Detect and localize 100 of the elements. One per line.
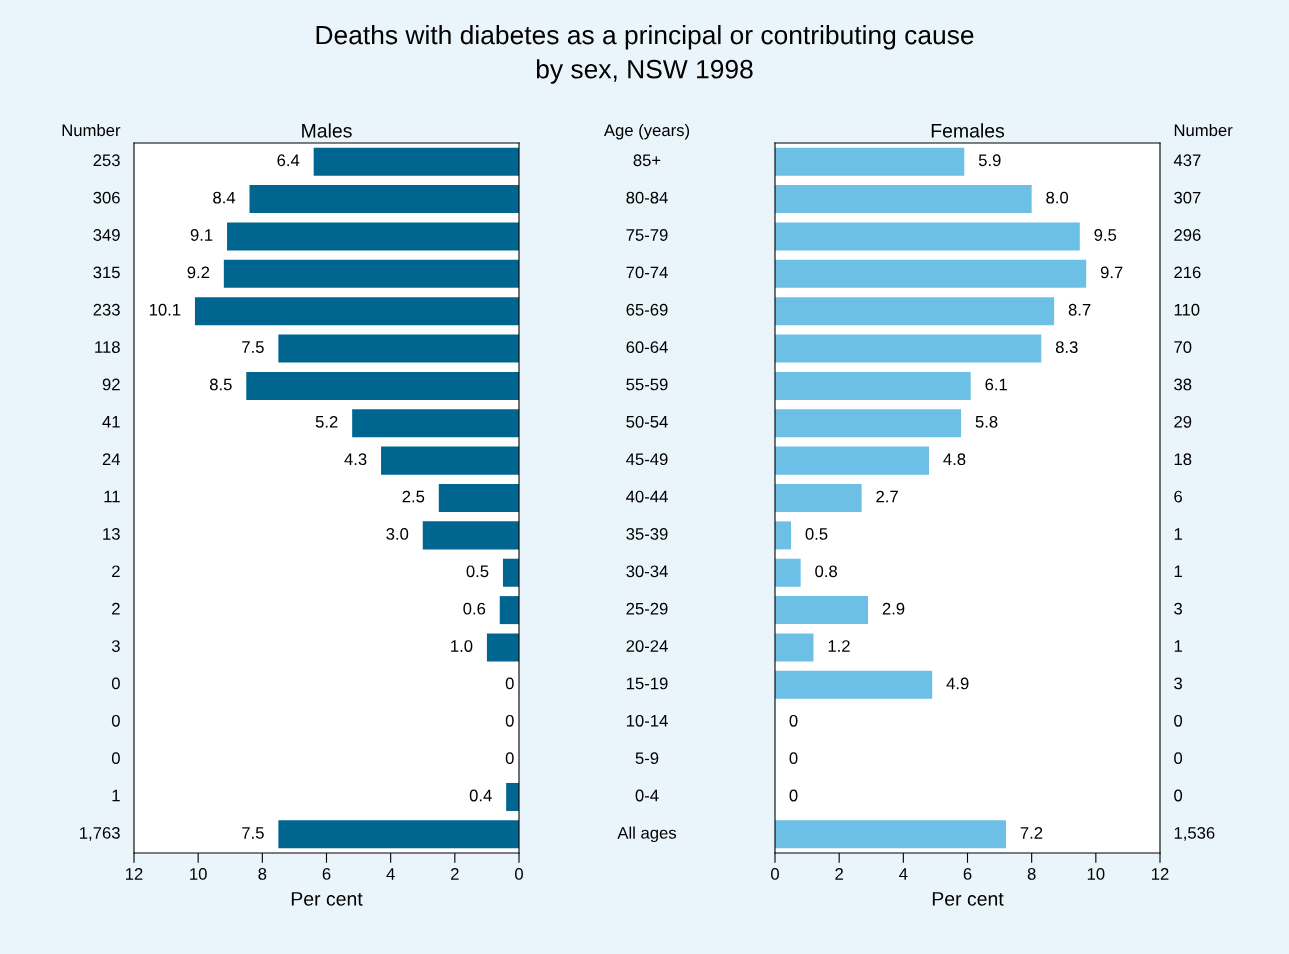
chart-subtitle: Males	[302, 123, 352, 138]
bar	[227, 222, 519, 251]
data-label: 9.2	[187, 266, 210, 279]
x-tick-label: 6	[322, 868, 331, 880]
x-tick-label: 6	[963, 868, 972, 880]
y-tick-label: 20-24	[626, 640, 668, 652]
bar	[775, 409, 962, 438]
text: 118	[95, 341, 120, 353]
bar	[775, 371, 971, 400]
bar	[249, 185, 519, 214]
text: Number	[1174, 123, 1233, 137]
x-tick-label: 0	[515, 868, 523, 880]
bar	[775, 596, 869, 625]
text: 0	[1174, 714, 1183, 727]
bar	[775, 558, 801, 587]
data-label: 0	[789, 789, 798, 802]
data-label: 3.0	[386, 528, 409, 540]
data-label: 7.5	[242, 341, 264, 353]
data-label: 0.5	[466, 565, 489, 578]
data-label: 9.1	[190, 229, 213, 241]
chart-subtitle: Females	[931, 123, 1005, 138]
y-tick-label: 0-4	[635, 789, 659, 802]
bar	[422, 521, 519, 550]
data-label: 0.4	[469, 789, 492, 802]
text: 315	[93, 266, 120, 279]
data-label: 2.7	[876, 490, 898, 503]
text: 110	[1174, 303, 1200, 316]
text: 3	[1174, 602, 1183, 615]
text: 2	[112, 565, 120, 578]
y-tick-label: 15-19	[626, 677, 668, 690]
data-label: 4.3	[344, 453, 367, 466]
text: 0	[1174, 752, 1183, 765]
text: 0	[111, 752, 120, 765]
bar	[775, 820, 1006, 849]
bar	[775, 222, 1080, 251]
text: Age (years)	[603, 123, 690, 140]
bar	[775, 446, 929, 475]
data-label: 2.5	[402, 490, 425, 503]
bar	[486, 633, 519, 662]
x-tick-label: 8	[1027, 868, 1036, 880]
text: 306	[93, 191, 120, 204]
text: 307	[1174, 191, 1201, 204]
text: 92	[102, 378, 120, 391]
x-tick-label: 12	[1152, 868, 1169, 880]
text: 13	[103, 528, 120, 540]
bar	[506, 782, 519, 811]
x-tick-label: 8	[258, 868, 267, 880]
data-label: 9.5	[1094, 229, 1117, 241]
data-label: 0	[789, 714, 798, 727]
data-label: 8.5	[209, 378, 232, 391]
text: 233	[93, 303, 120, 316]
y-tick-label: 5-9	[635, 752, 659, 765]
bar	[278, 820, 519, 849]
bar	[775, 147, 965, 176]
bar	[381, 446, 519, 475]
y-tick-label: 10-14	[626, 714, 668, 727]
text: 24	[102, 453, 121, 465]
data-label: 6.4	[277, 154, 300, 167]
data-label: 0	[505, 677, 514, 690]
data-label: 5.9	[978, 154, 1001, 167]
data-label: 10.1	[149, 303, 181, 316]
x-tick-label: 4	[899, 868, 908, 880]
y-tick-label: 45-49	[626, 453, 668, 466]
y-tick-label: 75-79	[626, 229, 668, 241]
bar	[223, 259, 519, 288]
data-label: 4.8	[943, 453, 966, 466]
text: 437	[1173, 154, 1201, 167]
x-axis-title: Per cent	[291, 892, 363, 906]
bar	[502, 558, 519, 587]
text: 3	[1174, 677, 1183, 690]
data-label: 0.8	[815, 565, 837, 578]
bar	[775, 259, 1087, 288]
x-axis-title: Per cent	[932, 892, 1004, 906]
text: 0	[1174, 789, 1183, 802]
data-label: 0	[789, 752, 798, 765]
x-tick-label: 10	[190, 868, 207, 880]
bar	[775, 670, 933, 699]
text: Number	[62, 123, 121, 137]
data-label: 8.4	[213, 191, 236, 204]
text: 216	[1174, 266, 1201, 279]
text: 70	[1174, 341, 1192, 353]
data-label: 5.2	[315, 415, 338, 428]
y-tick-label: 60-64	[626, 341, 668, 353]
y-tick-label: All ages	[617, 826, 677, 843]
y-tick-label: 35-39	[626, 528, 668, 540]
x-tick-label: 0	[771, 868, 779, 880]
y-tick-label: 25-29	[626, 602, 668, 615]
data-label: 1.0	[451, 640, 473, 652]
y-tick-label: 50-54	[626, 415, 668, 428]
bar	[352, 409, 519, 438]
bar	[499, 596, 519, 625]
bar	[775, 483, 862, 513]
data-label: 8.3	[1055, 341, 1078, 353]
text: 6	[1174, 490, 1183, 503]
bar	[438, 483, 519, 513]
data-label: 2.9	[882, 602, 905, 615]
bar	[775, 334, 1042, 363]
text: 18	[1174, 453, 1192, 466]
bar	[278, 334, 519, 363]
text: 11	[104, 490, 120, 503]
